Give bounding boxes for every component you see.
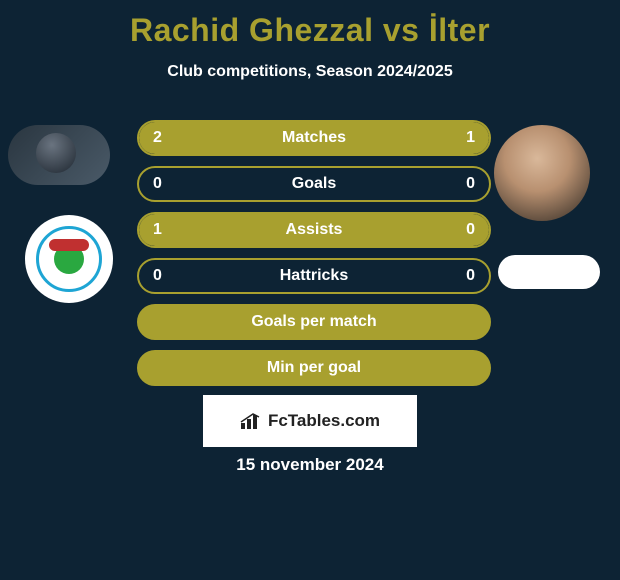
- stat-label: Matches: [139, 122, 489, 154]
- stat-row-goals-per-match: Goals per match: [137, 304, 491, 340]
- stat-row-min-per-goal: Min per goal: [137, 350, 491, 386]
- stat-label: Goals: [139, 168, 489, 200]
- title-player2: İlter: [429, 12, 490, 48]
- stat-label: Goals per match: [139, 306, 489, 338]
- comparison-title: Rachid Ghezzal vs İlter: [0, 0, 620, 49]
- stat-value-left: 2: [153, 122, 162, 154]
- stat-label: Hattricks: [139, 260, 489, 292]
- stat-value-right: 0: [466, 260, 475, 292]
- stat-value-left: 0: [153, 168, 162, 200]
- stat-row-hattricks: Hattricks0 0: [137, 258, 491, 294]
- stat-value-left: 1: [153, 214, 162, 246]
- player1-avatar: [8, 125, 110, 185]
- stat-value-right: 1: [466, 122, 475, 154]
- stats-container: Matches21Goals00Assists10Hattricks00Goal…: [137, 120, 491, 396]
- stat-value-right: 0: [466, 214, 475, 246]
- title-vs: vs: [383, 12, 420, 48]
- player1-club-badge: [25, 215, 113, 303]
- brand-text: FcTables.com: [268, 411, 380, 431]
- brand-badge: FcTables.com: [203, 395, 417, 447]
- chart-icon: [240, 413, 262, 429]
- player2-avatar: [494, 125, 590, 221]
- stat-label: Assists: [139, 214, 489, 246]
- stat-value-right: 0: [466, 168, 475, 200]
- stat-row-goals: Goals0 0: [137, 166, 491, 202]
- player2-club-badge: [498, 255, 600, 289]
- stat-label: Min per goal: [139, 352, 489, 384]
- subtitle: Club competitions, Season 2024/2025: [0, 63, 620, 81]
- stat-row-matches: Matches2 1: [137, 120, 491, 156]
- footer-date: 15 november 2024: [0, 455, 620, 475]
- stat-row-assists: Assists1 0: [137, 212, 491, 248]
- stat-value-left: 0: [153, 260, 162, 292]
- title-player1: Rachid Ghezzal: [130, 12, 374, 48]
